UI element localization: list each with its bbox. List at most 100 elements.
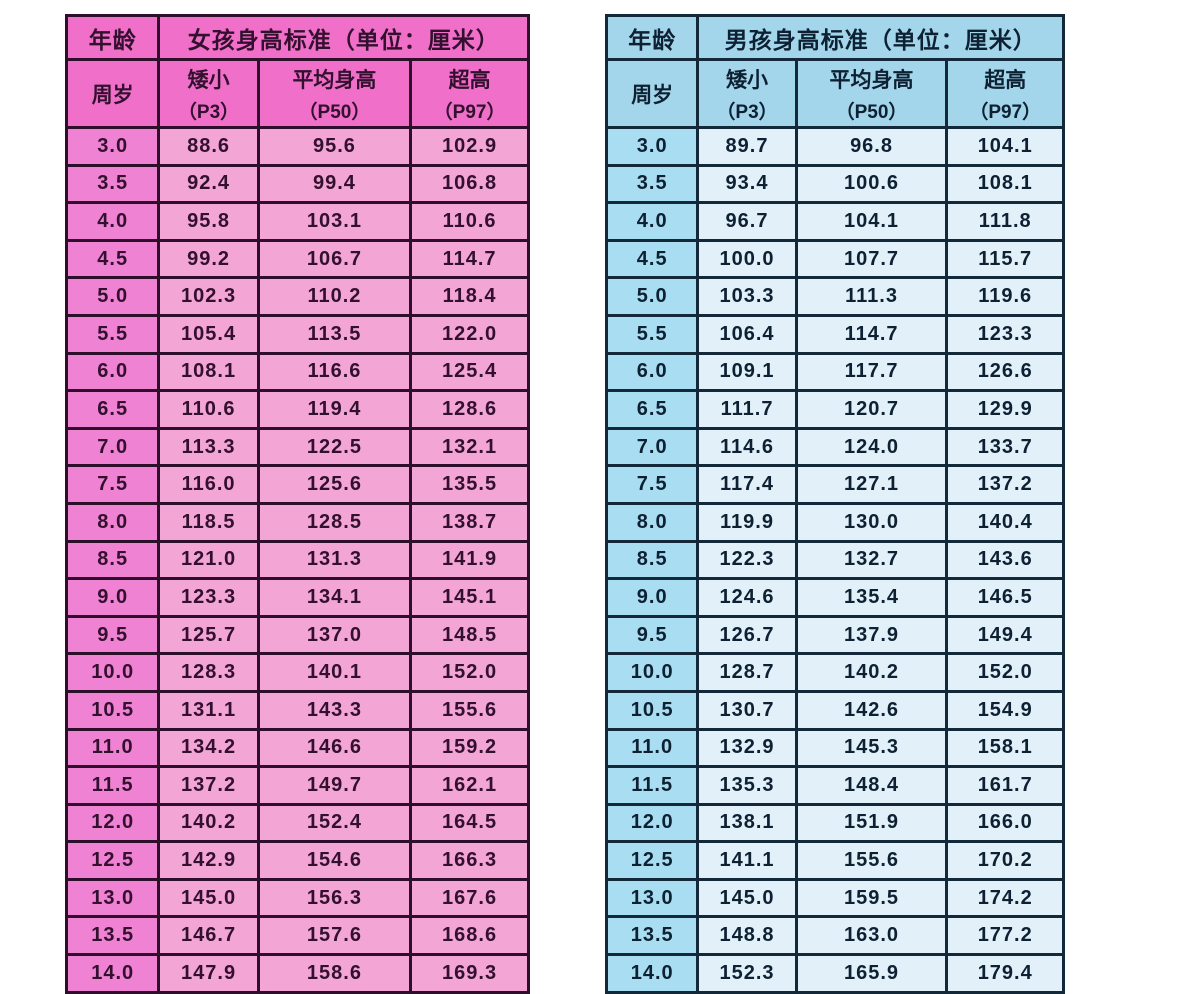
boys-col-header-average-label: 平均身高 bbox=[829, 68, 914, 92]
p50-cell: 145.3 bbox=[794, 727, 949, 769]
age-cell: 9.0 bbox=[604, 577, 700, 618]
p3-cell: 125.7 bbox=[157, 614, 260, 656]
age-cell: 5.0 bbox=[604, 276, 700, 317]
girls-age-header: 年龄 bbox=[64, 14, 161, 61]
boys-col-header-tall-percentile: （P97） bbox=[969, 101, 1042, 123]
age-cell: 12.5 bbox=[604, 840, 700, 881]
p3-cell: 89.7 bbox=[696, 126, 798, 167]
girls-height-table: 年龄 女孩身高标准（单位：厘米） 周岁 矮小 （P3） 平均身高 （P50） 超… bbox=[64, 14, 530, 994]
p50-cell: 104.1 bbox=[794, 201, 949, 242]
p50-cell: 128.5 bbox=[256, 501, 413, 543]
p50-cell: 142.6 bbox=[794, 689, 949, 731]
table-row: 3.0 88.6 95.6 102.9 bbox=[64, 126, 530, 167]
p3-cell: 106.4 bbox=[696, 313, 798, 355]
girls-col-header-average: 平均身高 （P50） bbox=[256, 58, 413, 129]
p50-cell: 157.6 bbox=[256, 915, 413, 957]
table-row: 13.0 145.0 156.3 167.6 bbox=[64, 877, 530, 919]
p3-cell: 122.3 bbox=[696, 539, 798, 581]
p50-cell: 125.6 bbox=[256, 464, 413, 505]
p3-cell: 135.3 bbox=[696, 765, 798, 806]
p97-cell: 158.1 bbox=[945, 727, 1065, 769]
p97-cell: 159.2 bbox=[409, 727, 530, 769]
boys-col-header-tall: 超高 （P97） bbox=[945, 58, 1065, 129]
table-row: 7.5 117.4 127.1 137.2 bbox=[604, 464, 1065, 505]
table-row: 4.0 96.7 104.1 111.8 bbox=[604, 201, 1065, 242]
table-row: 11.0 132.9 145.3 158.1 bbox=[604, 727, 1065, 769]
p50-cell: 100.6 bbox=[794, 163, 949, 205]
age-cell: 11.0 bbox=[64, 727, 161, 769]
p3-cell: 134.2 bbox=[157, 727, 260, 769]
p3-cell: 93.4 bbox=[696, 163, 798, 205]
p50-cell: 106.7 bbox=[256, 238, 413, 280]
p97-cell: 126.6 bbox=[945, 351, 1065, 393]
table-row: 8.0 119.9 130.0 140.4 bbox=[604, 501, 1065, 543]
table-row: 8.5 121.0 131.3 141.9 bbox=[64, 539, 530, 581]
age-cell: 6.5 bbox=[64, 389, 161, 430]
age-cell: 11.5 bbox=[604, 765, 700, 806]
p97-cell: 132.1 bbox=[409, 426, 530, 468]
girls-col-header-tall-label: 超高 bbox=[448, 68, 491, 92]
age-cell: 13.5 bbox=[604, 915, 700, 957]
p50-cell: 114.7 bbox=[794, 313, 949, 355]
age-cell: 10.5 bbox=[64, 689, 161, 731]
table-row: 13.5 146.7 157.6 168.6 bbox=[64, 915, 530, 957]
p50-cell: 103.1 bbox=[256, 201, 413, 242]
age-cell: 9.0 bbox=[64, 577, 161, 618]
table-row: 4.0 95.8 103.1 110.6 bbox=[64, 201, 530, 242]
boys-age-header: 年龄 bbox=[604, 14, 700, 61]
table-row: 13.0 145.0 159.5 174.2 bbox=[604, 877, 1065, 919]
table-row: 11.5 135.3 148.4 161.7 bbox=[604, 765, 1065, 806]
p97-cell: 128.6 bbox=[409, 389, 530, 430]
p50-cell: 140.2 bbox=[794, 652, 949, 693]
p50-cell: 159.5 bbox=[794, 877, 949, 919]
p50-cell: 135.4 bbox=[794, 577, 949, 618]
p97-cell: 118.4 bbox=[409, 276, 530, 317]
girls-col-header-short-label: 矮小 bbox=[187, 68, 230, 92]
age-cell: 11.0 bbox=[604, 727, 700, 769]
p97-cell: 161.7 bbox=[945, 765, 1065, 806]
table-row: 12.0 138.1 151.9 166.0 bbox=[604, 802, 1065, 844]
p3-cell: 147.9 bbox=[157, 953, 260, 994]
p3-cell: 124.6 bbox=[696, 577, 798, 618]
boys-col-header-tall-label: 超高 bbox=[984, 68, 1027, 92]
age-cell: 3.0 bbox=[604, 126, 700, 167]
p50-cell: 148.4 bbox=[794, 765, 949, 806]
p97-cell: 145.1 bbox=[409, 577, 530, 618]
table-row: 3.0 89.7 96.8 104.1 bbox=[604, 126, 1065, 167]
p3-cell: 145.0 bbox=[696, 877, 798, 919]
age-cell: 3.5 bbox=[64, 163, 161, 205]
table-row: 3.5 92.4 99.4 106.8 bbox=[64, 163, 530, 205]
p3-cell: 142.9 bbox=[157, 840, 260, 881]
p50-cell: 154.6 bbox=[256, 840, 413, 881]
age-cell: 8.5 bbox=[64, 539, 161, 581]
p50-cell: 165.9 bbox=[794, 953, 949, 994]
girls-table-title: 女孩身高标准（单位：厘米） bbox=[157, 14, 530, 61]
p3-cell: 128.3 bbox=[157, 652, 260, 693]
p3-cell: 123.3 bbox=[157, 577, 260, 618]
p50-cell: 111.3 bbox=[794, 276, 949, 317]
p97-cell: 123.3 bbox=[945, 313, 1065, 355]
p50-cell: 113.5 bbox=[256, 313, 413, 355]
p97-cell: 179.4 bbox=[945, 953, 1065, 994]
p3-cell: 116.0 bbox=[157, 464, 260, 505]
p3-cell: 148.8 bbox=[696, 915, 798, 957]
p3-cell: 99.2 bbox=[157, 238, 260, 280]
table-row: 6.0 108.1 116.6 125.4 bbox=[64, 351, 530, 393]
age-cell: 4.5 bbox=[604, 238, 700, 280]
p97-cell: 129.9 bbox=[945, 389, 1065, 430]
p3-cell: 88.6 bbox=[157, 126, 260, 167]
p97-cell: 164.5 bbox=[409, 802, 530, 844]
p3-cell: 131.1 bbox=[157, 689, 260, 731]
girls-age-unit-header: 周岁 bbox=[64, 58, 161, 129]
table-row: 4.5 100.0 107.7 115.7 bbox=[604, 238, 1065, 280]
age-cell: 8.5 bbox=[604, 539, 700, 581]
p50-cell: 120.7 bbox=[794, 389, 949, 430]
p50-cell: 130.0 bbox=[794, 501, 949, 543]
p3-cell: 146.7 bbox=[157, 915, 260, 957]
p97-cell: 174.2 bbox=[945, 877, 1065, 919]
age-cell: 6.0 bbox=[64, 351, 161, 393]
table-row: 7.0 113.3 122.5 132.1 bbox=[64, 426, 530, 468]
p3-cell: 114.6 bbox=[696, 426, 798, 468]
age-cell: 5.0 bbox=[64, 276, 161, 317]
